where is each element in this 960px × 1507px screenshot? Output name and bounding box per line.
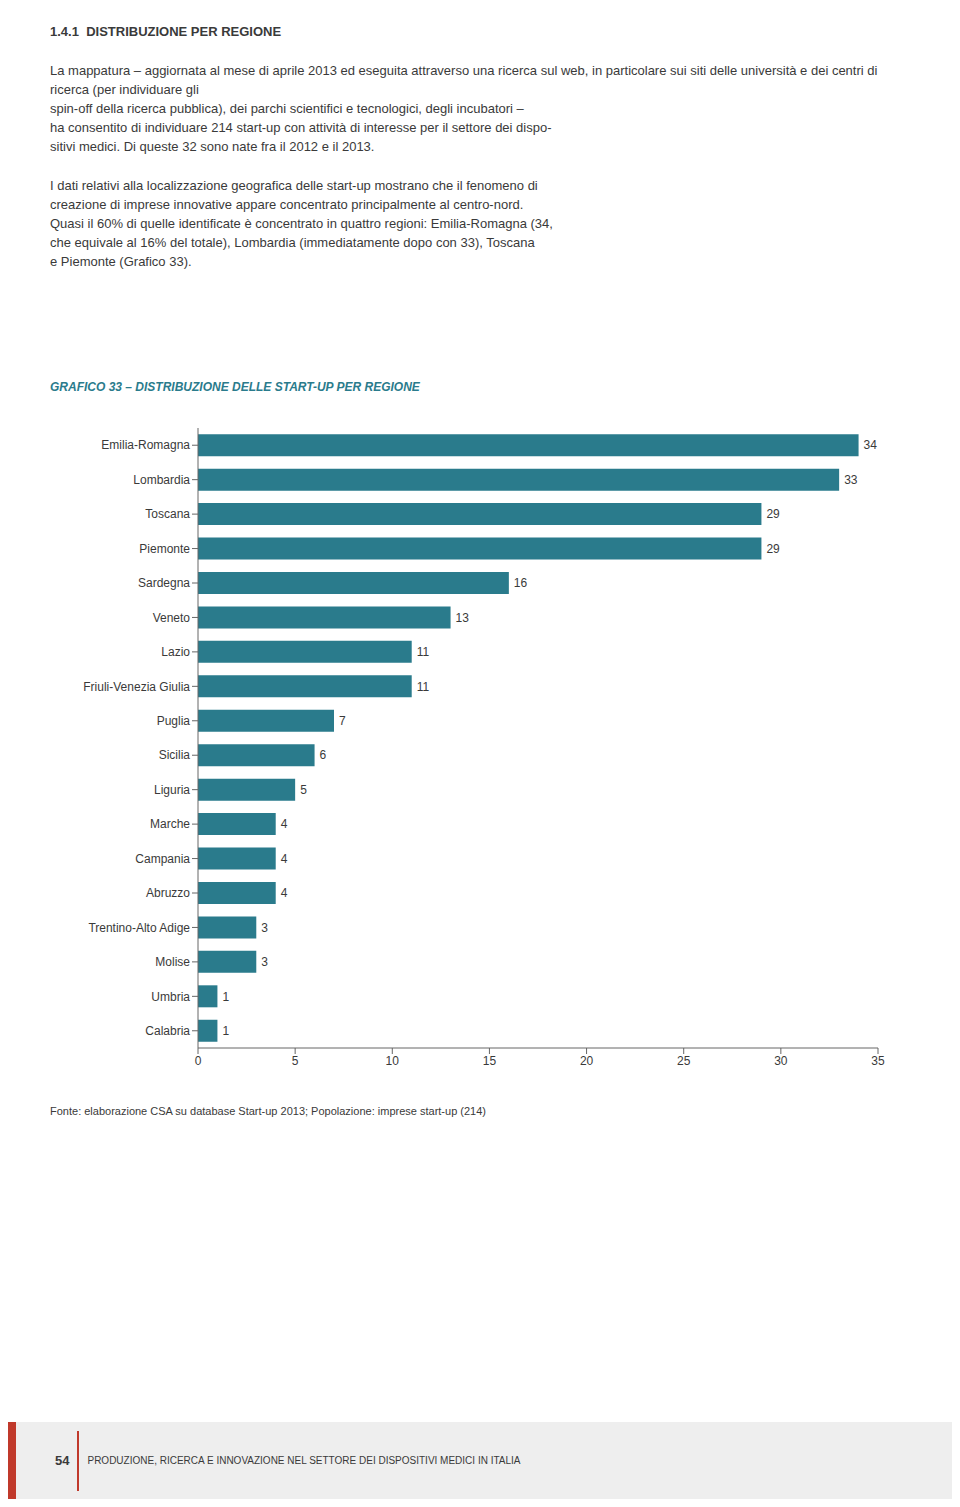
svg-text:6: 6 <box>320 748 327 762</box>
svg-text:35: 35 <box>871 1054 885 1068</box>
svg-text:3: 3 <box>261 955 268 969</box>
svg-text:11: 11 <box>417 645 430 659</box>
svg-text:Molise: Molise <box>155 955 190 969</box>
svg-text:4: 4 <box>281 852 288 866</box>
svg-text:30: 30 <box>774 1054 788 1068</box>
svg-text:Lombardia: Lombardia <box>133 473 190 487</box>
html-text:I dati relativi alla localizza: I dati relativi alla localizzazione geog… <box>50 178 538 193</box>
svg-text:Calabria: Calabria <box>145 1024 190 1038</box>
svg-text:Friuli-Venezia Giulia: Friuli-Venezia Giulia <box>83 680 190 694</box>
svg-text:10: 10 <box>386 1054 400 1068</box>
svg-text:33: 33 <box>844 473 858 487</box>
svg-text:13: 13 <box>456 611 470 625</box>
svg-text:4: 4 <box>281 886 288 900</box>
svg-text:34: 34 <box>864 438 878 452</box>
svg-text:5: 5 <box>292 1054 299 1068</box>
svg-text:3: 3 <box>261 921 268 935</box>
svg-text:Trentino-Alto Adige: Trentino-Alto Adige <box>88 921 190 935</box>
svg-text:29: 29 <box>766 507 780 521</box>
html-text:GRAFICO 33 – DISTRIBUZIONE DEL: GRAFICO 33 – DISTRIBUZIONE DELLE START-U… <box>50 380 420 394</box>
svg-text:15: 15 <box>483 1054 497 1068</box>
html-text:creazione di imprese innovativ: creazione di imprese innovative appare c… <box>50 197 524 212</box>
svg-text:1: 1 <box>222 990 229 1004</box>
svg-text:Sardegna: Sardegna <box>138 576 190 590</box>
html-text:La mappatura – aggiornata al m: La mappatura – aggiornata al mese di apr… <box>50 63 878 97</box>
html-text:1.4.1 DISTRIBUZIONE PER REGION: 1.4.1 DISTRIBUZIONE PER REGIONE <box>50 24 282 39</box>
svg-text:Umbria: Umbria <box>151 990 190 1004</box>
svg-text:16: 16 <box>514 576 528 590</box>
svg-text:Marche: Marche <box>150 817 190 831</box>
html-text:Fonte: elaborazione CSA su dat: Fonte: elaborazione CSA su database Star… <box>50 1105 486 1117</box>
svg-text:Piemonte: Piemonte <box>139 542 190 556</box>
html-text:PRODUZIONE, RICERCA E INNOVAZI: PRODUZIONE, RICERCA E INNOVAZIONE NEL SE… <box>87 1455 521 1466</box>
svg-text:Puglia: Puglia <box>157 714 191 728</box>
svg-text:7: 7 <box>339 714 346 728</box>
html-text:54: 54 <box>55 1453 70 1468</box>
html-text:sitivi medici. Di queste 32 so: sitivi medici. Di queste 32 sono nate fr… <box>50 139 375 154</box>
svg-text:25: 25 <box>677 1054 691 1068</box>
html-text:Quasi il 60% di quelle identif: Quasi il 60% di quelle identificate è co… <box>50 216 553 231</box>
svg-text:Abruzzo: Abruzzo <box>146 886 190 900</box>
svg-text:Campania: Campania <box>135 852 190 866</box>
svg-text:Lazio: Lazio <box>161 645 190 659</box>
svg-text:0: 0 <box>195 1054 202 1068</box>
svg-text:4: 4 <box>281 817 288 831</box>
svg-text:Veneto: Veneto <box>153 611 191 625</box>
html-text:spin-off della ricerca pubblic: spin-off della ricerca pubblica), dei pa… <box>50 101 524 116</box>
svg-text:1: 1 <box>222 1024 229 1038</box>
svg-text:29: 29 <box>766 542 780 556</box>
svg-text:Liguria: Liguria <box>154 783 190 797</box>
html-text:e Piemonte (Grafico 33).: e Piemonte (Grafico 33). <box>50 254 192 269</box>
html-text:ha consentito di individuare 2: ha consentito di individuare 214 start-u… <box>50 120 552 135</box>
svg-text:Emilia-Romagna: Emilia-Romagna <box>101 438 190 452</box>
svg-text:Toscana: Toscana <box>145 507 190 521</box>
svg-text:20: 20 <box>580 1054 594 1068</box>
html-text:che equivale al 16% del totale: che equivale al 16% del totale), Lombard… <box>50 235 535 250</box>
svg-text:11: 11 <box>417 680 430 694</box>
svg-text:5: 5 <box>300 783 307 797</box>
svg-text:Sicilia: Sicilia <box>159 748 191 762</box>
